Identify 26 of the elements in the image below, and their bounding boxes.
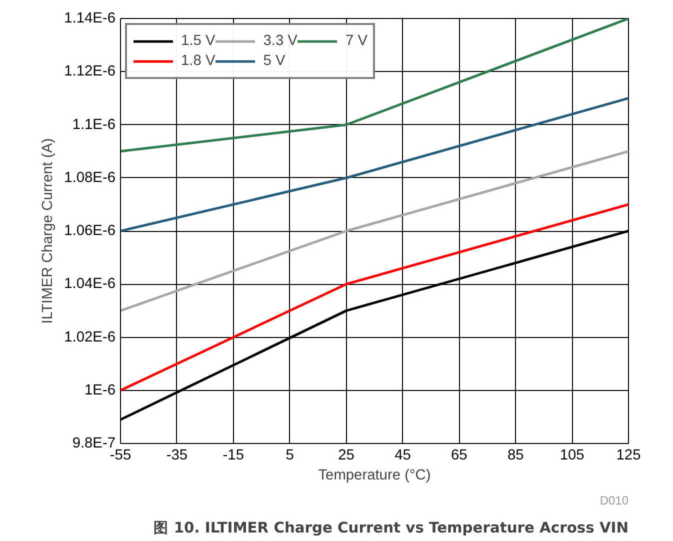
y-tick-label: 1.12E-6 [64, 64, 116, 80]
y-tick-label: 1.08E-6 [64, 170, 116, 186]
x-tick-label: 5 [286, 448, 294, 464]
y-tick-label: 1.06E-6 [64, 223, 116, 239]
x-tick-label: 25 [338, 448, 354, 464]
x-tick-label: -35 [166, 448, 188, 464]
text: 图 10. ILTIMER Charge Current vs Temperature Across VIN [154, 520, 629, 536]
y-axis-title: ILTIMER Charge Current (A) [40, 138, 56, 324]
legend-label: 7 V [345, 33, 368, 49]
y-tick-label: 1E-6 [84, 382, 116, 398]
legend-label: 1.8 V [181, 53, 216, 69]
x-tick-label: 85 [507, 448, 524, 464]
x-tick-label: -15 [222, 448, 244, 464]
text: D010 [600, 494, 629, 508]
y-tick-label: 1.14E-6 [64, 10, 116, 26]
legend-label: 1.5 V [181, 33, 216, 49]
x-tick-label: 65 [451, 448, 468, 464]
x-tick-label: 125 [616, 448, 641, 464]
legend-label: 3.3 V [263, 33, 298, 49]
y-tick-label: 1.04E-6 [64, 276, 116, 292]
x-tick-label: 45 [394, 448, 411, 464]
y-tick-label: 1.02E-6 [64, 329, 116, 346]
x-tick-label: 105 [560, 448, 584, 464]
x-axis-title: Temperature (°C) [318, 468, 431, 484]
y-tick-label: 1.1E-6 [72, 116, 116, 133]
legend-label: 5 V [263, 53, 286, 69]
